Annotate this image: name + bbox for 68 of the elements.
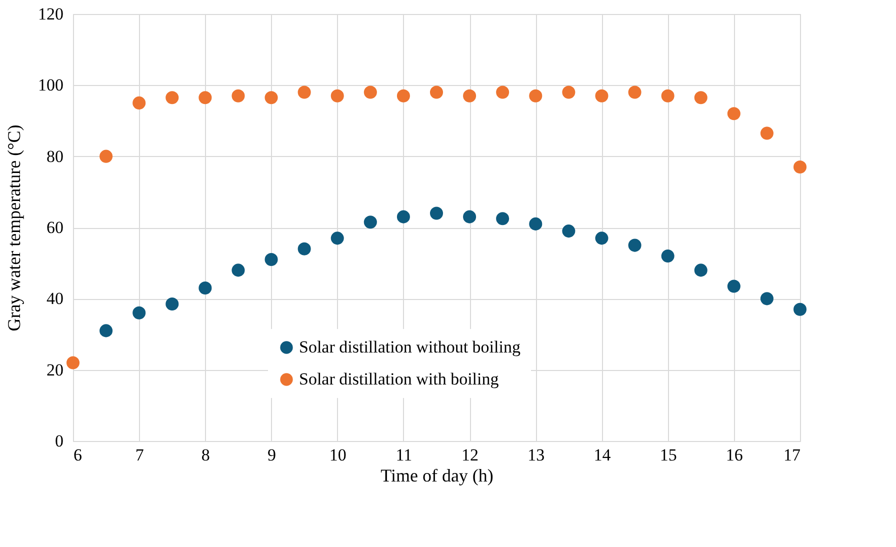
y-tick-label: 20 — [46, 360, 64, 380]
x-tick-label: 10 — [329, 446, 346, 464]
point — [396, 89, 410, 102]
point — [793, 160, 807, 174]
point — [661, 249, 674, 262]
point — [463, 210, 476, 224]
point — [562, 86, 576, 99]
point — [100, 324, 113, 338]
y-axis-title: Gray water temperature (°C) — [4, 124, 24, 332]
point — [198, 91, 212, 104]
point — [198, 281, 212, 294]
x-tick-label: 9 — [268, 446, 276, 464]
legend-label: Solar distillation with boiling — [299, 370, 500, 388]
point — [264, 91, 278, 104]
y-tick-label: 80 — [46, 146, 64, 166]
point — [166, 91, 179, 104]
point — [694, 264, 708, 277]
point — [232, 89, 245, 102]
point — [595, 232, 608, 245]
point — [430, 206, 444, 220]
point — [132, 306, 146, 320]
point — [66, 356, 80, 370]
x-tick-label: 8 — [201, 446, 210, 464]
point — [330, 89, 344, 102]
point — [166, 298, 179, 311]
point — [595, 89, 608, 102]
point — [132, 96, 146, 110]
point — [628, 86, 642, 99]
x-tick-label: 6 — [74, 446, 82, 464]
point — [232, 264, 245, 277]
x-tick-label: 7 — [135, 446, 144, 464]
point — [100, 150, 113, 163]
y-tick-label: 120 — [38, 4, 64, 24]
x-tick-label: 11 — [396, 446, 412, 464]
point — [463, 89, 476, 102]
point — [628, 238, 642, 252]
point — [430, 86, 444, 99]
x-tick-label: 15 — [660, 446, 677, 464]
point — [298, 86, 311, 99]
point — [364, 216, 377, 229]
point — [264, 253, 278, 266]
y-tick-label: 40 — [46, 289, 64, 308]
point — [529, 89, 542, 102]
point — [496, 212, 510, 226]
point — [727, 280, 740, 293]
point — [760, 126, 774, 140]
point — [562, 224, 576, 238]
point — [330, 232, 344, 245]
point — [694, 91, 708, 104]
x-tick-label: 16 — [726, 446, 743, 464]
point — [298, 242, 311, 256]
y-tick-label: 0 — [55, 432, 64, 450]
point — [727, 107, 740, 120]
point — [760, 292, 774, 306]
legend-label: Solar distillation without boiling — [299, 338, 521, 356]
point — [396, 210, 410, 224]
y-tick-label: 60 — [46, 218, 64, 237]
x-tick-label: 17 — [784, 446, 801, 464]
x-tick-label: 13 — [528, 446, 545, 464]
point — [793, 302, 807, 316]
point — [529, 217, 542, 230]
x-tick-label: 14 — [594, 446, 612, 464]
point — [364, 86, 377, 99]
x-tick-label: 12 — [462, 446, 479, 464]
point — [496, 86, 510, 99]
x-axis-title: Time of day (h) — [380, 466, 494, 486]
y-tick-label: 100 — [38, 76, 64, 95]
point — [661, 89, 674, 102]
